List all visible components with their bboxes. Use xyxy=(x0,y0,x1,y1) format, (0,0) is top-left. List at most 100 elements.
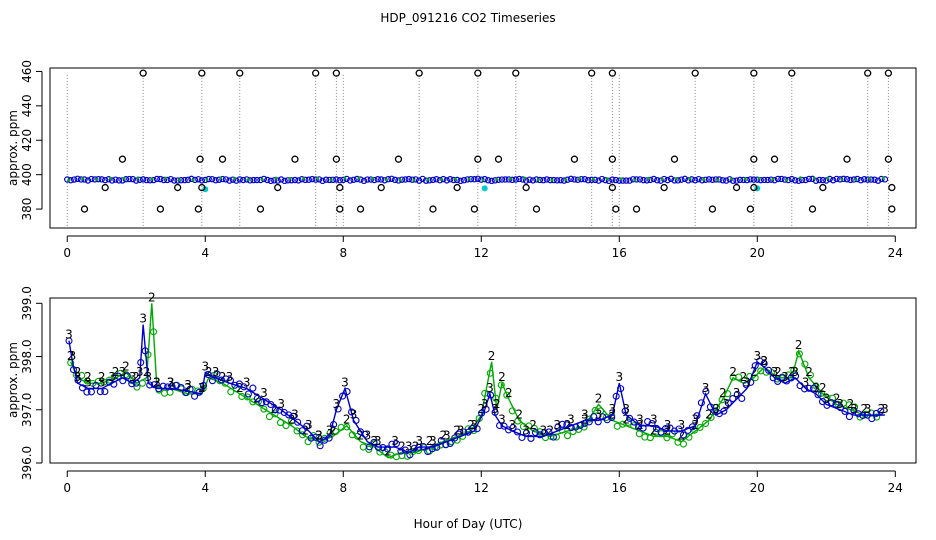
top-blue-point xyxy=(346,177,354,184)
top-blue-point xyxy=(709,176,716,183)
bottom-series-2-label: 2 xyxy=(67,349,75,363)
top-black-point xyxy=(884,69,893,77)
top-blue-point xyxy=(460,176,468,184)
top-green-point xyxy=(453,177,457,181)
bottom-series-2-point xyxy=(873,413,881,421)
bottom-series-3-point xyxy=(469,424,477,433)
bottom-series-3-point xyxy=(863,411,871,419)
bottom-series-2-label: 2 xyxy=(74,365,82,379)
bottom-series-3-label: 3 xyxy=(226,370,234,384)
bottom-series-2-label: 2 xyxy=(488,349,496,363)
top-cyan-point xyxy=(202,186,209,193)
bottom-series-3-label: 3 xyxy=(136,365,144,379)
top-black-point xyxy=(608,155,617,163)
top-black-point xyxy=(808,205,817,213)
top-blue-point xyxy=(685,177,692,184)
bottom-series-3-label: 3 xyxy=(581,407,589,421)
top-blue-point xyxy=(322,176,330,183)
bottom-series-3-point xyxy=(720,407,728,415)
top-y-tick-label: 380 xyxy=(20,198,34,221)
top-blue-point xyxy=(522,177,530,184)
top-blue-point xyxy=(371,176,378,184)
top-blue-point xyxy=(671,177,678,184)
top-blue-point xyxy=(102,176,109,184)
top-green-point xyxy=(177,178,181,182)
bottom-series-3-label: 3 xyxy=(69,349,77,363)
top-blue-point xyxy=(219,175,226,183)
top-green-point xyxy=(509,177,513,181)
bottom-series-3-label: 3 xyxy=(364,429,372,443)
bottom-series-3-label: 3 xyxy=(491,402,499,416)
top-black-point xyxy=(80,205,89,213)
top-blue-point xyxy=(153,175,161,183)
bottom-series-3-point xyxy=(836,404,844,412)
bottom-series-3-point xyxy=(500,422,508,430)
bottom-series-2-label: 2 xyxy=(493,397,501,411)
bottom-series-2-point xyxy=(514,417,522,425)
bottom-series-2-label: 2 xyxy=(315,429,323,443)
top-black-point xyxy=(660,183,668,192)
top-black-point xyxy=(608,183,617,192)
bottom-series-3-point xyxy=(877,407,885,415)
top-blue-point xyxy=(415,177,423,184)
top-blue-point xyxy=(240,176,247,184)
top-green-point xyxy=(398,178,402,182)
bottom-series-2-point xyxy=(735,373,743,381)
bottom-series-3-label: 3 xyxy=(864,402,872,416)
top-blue-point xyxy=(126,175,133,183)
top-green-point xyxy=(592,177,595,181)
bottom-series-3-label: 3 xyxy=(260,386,268,400)
top-blue-point xyxy=(640,176,647,184)
bottom-series-3-point xyxy=(657,428,665,436)
bottom-series-2-label: 2 xyxy=(515,407,523,421)
top-blue-point xyxy=(874,177,882,184)
top-green-point xyxy=(426,178,430,182)
bottom-series-3-label: 3 xyxy=(129,370,137,384)
top-green-point xyxy=(108,176,112,180)
top-blue-point xyxy=(678,176,685,183)
top-black-point xyxy=(750,155,758,163)
bottom-series-3-label: 3 xyxy=(84,375,92,389)
top-blue-point xyxy=(471,176,478,183)
bottom-series-3-label: 3 xyxy=(753,349,761,363)
top-black-point xyxy=(118,155,127,163)
top-blue-point xyxy=(598,175,606,183)
top-black-point xyxy=(750,69,758,77)
bottom-series-2-point xyxy=(701,419,710,428)
bottom-series-2-point xyxy=(260,405,268,413)
top-black-point xyxy=(843,155,851,163)
bottom-series-2-point xyxy=(492,394,500,402)
bottom-series-3-point xyxy=(119,377,127,385)
top-green-point xyxy=(191,178,195,182)
top-black-point xyxy=(377,183,385,192)
bottom-series-2-point xyxy=(149,328,158,336)
top-green-point xyxy=(661,177,664,181)
bottom-series-3-label: 3 xyxy=(119,365,127,379)
top-black-point xyxy=(194,205,203,213)
bottom-series-3-point xyxy=(451,434,459,442)
top-black-point xyxy=(156,205,165,213)
bottom-series-3-point xyxy=(370,438,378,446)
top-green-point xyxy=(633,178,637,182)
top-black-point xyxy=(474,155,482,163)
bottom-series-3-point xyxy=(442,441,450,449)
top-blue-point xyxy=(774,175,782,183)
bottom-series-2-label: 2 xyxy=(760,354,768,368)
top-black-point xyxy=(274,183,282,192)
top-blue-point xyxy=(543,176,551,183)
top-blue-point xyxy=(378,176,385,183)
bottom-series-3-point xyxy=(581,419,589,427)
bottom-series-3-point xyxy=(545,428,553,436)
bottom-series-2-label: 2 xyxy=(498,370,506,384)
bottom-series-2-point xyxy=(486,369,494,377)
bottom-series-3-point xyxy=(854,410,862,418)
bottom-series-3-point xyxy=(792,372,800,380)
bottom-series-3-label: 3 xyxy=(145,370,153,384)
bottom-series-2-point xyxy=(122,371,130,379)
top-x-tick-label: 8 xyxy=(339,246,347,260)
bottom-series-3-label: 3 xyxy=(374,434,382,448)
bottom-series-3-point xyxy=(818,398,827,406)
top-blue-point xyxy=(743,176,751,184)
bottom-series-3-label: 3 xyxy=(167,375,175,389)
bottom-series-3-point xyxy=(69,366,78,374)
